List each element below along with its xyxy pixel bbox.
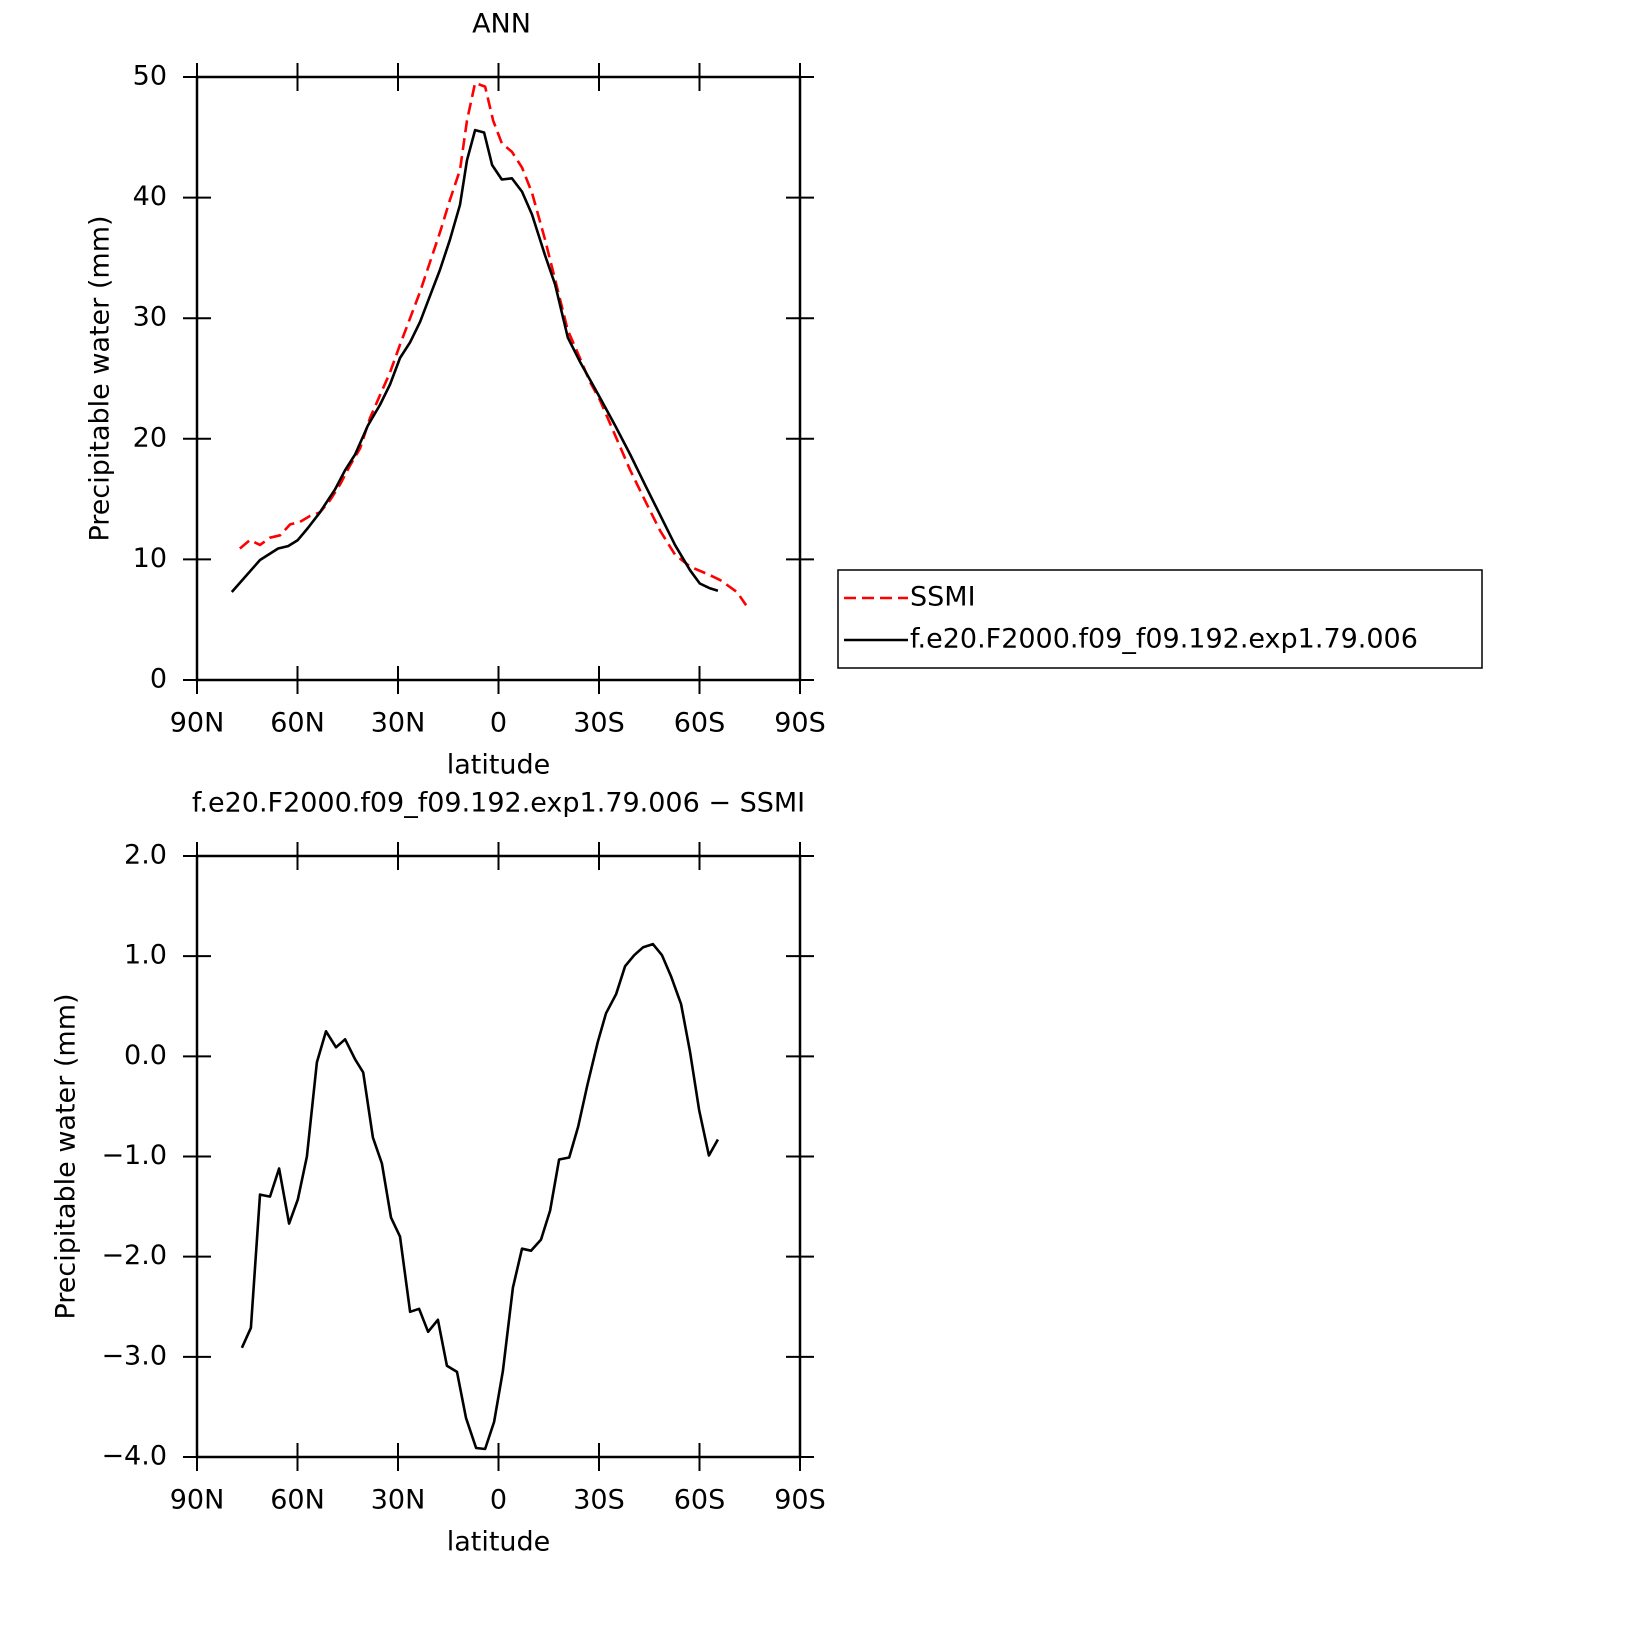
x-tick-label: 30S [573, 1485, 625, 1516]
y-tick-label: 50 [133, 61, 167, 92]
x-tick-label: 0 [490, 1485, 507, 1516]
y-tick-label: 10 [133, 543, 167, 574]
y-tick-label: 0 [150, 664, 167, 695]
x-tick-label: 30N [371, 708, 426, 739]
x-tick-label: 60S [674, 708, 726, 739]
y-tick-label: 0.0 [124, 1040, 167, 1071]
y-tick-label: 2.0 [124, 840, 167, 871]
x-tick-label: 90N [170, 708, 225, 739]
y-tick-label: −1.0 [101, 1140, 167, 1171]
y-tick-label: 20 [133, 422, 167, 453]
x-tick-label: 90S [774, 1485, 826, 1516]
x-axis-label: latitude [447, 750, 551, 781]
y-tick-label: −2.0 [101, 1240, 167, 1271]
x-tick-label: 30N [371, 1485, 426, 1516]
plot-frame [195, 75, 802, 682]
chart-title: f.e20.F2000.f09_f09.192.exp1.79.006 − SS… [192, 788, 805, 819]
x-tick-label: 0 [490, 708, 507, 739]
series-line [239, 81, 748, 606]
x-tick-label: 60N [270, 708, 325, 739]
y-tick-label: −4.0 [101, 1441, 167, 1472]
x-tick-label: 30S [573, 708, 625, 739]
x-tick-label: 60S [674, 1485, 726, 1516]
legend-label: SSMI [910, 582, 976, 613]
y-tick-label: 30 [133, 302, 167, 333]
plot-frame [195, 854, 802, 1459]
x-tick-label: 90N [170, 1485, 225, 1516]
x-axis-label: latitude [447, 1527, 551, 1558]
series-line [230, 128, 719, 593]
y-axis-label: Precipitable water (mm) [85, 215, 116, 541]
x-tick-label: 90S [774, 708, 826, 739]
y-tick-label: −3.0 [101, 1340, 167, 1371]
y-tick-label: 40 [133, 181, 167, 212]
legend-label: f.e20.F2000.f09_f09.192.exp1.79.006 [910, 624, 1418, 655]
y-tick-label: 1.0 [124, 940, 167, 971]
x-tick-label: 60N [270, 1485, 325, 1516]
series-line [240, 942, 720, 1451]
y-axis-label: Precipitable water (mm) [51, 993, 82, 1319]
chart-title: ANN [472, 9, 531, 40]
legend-box [837, 569, 1483, 669]
